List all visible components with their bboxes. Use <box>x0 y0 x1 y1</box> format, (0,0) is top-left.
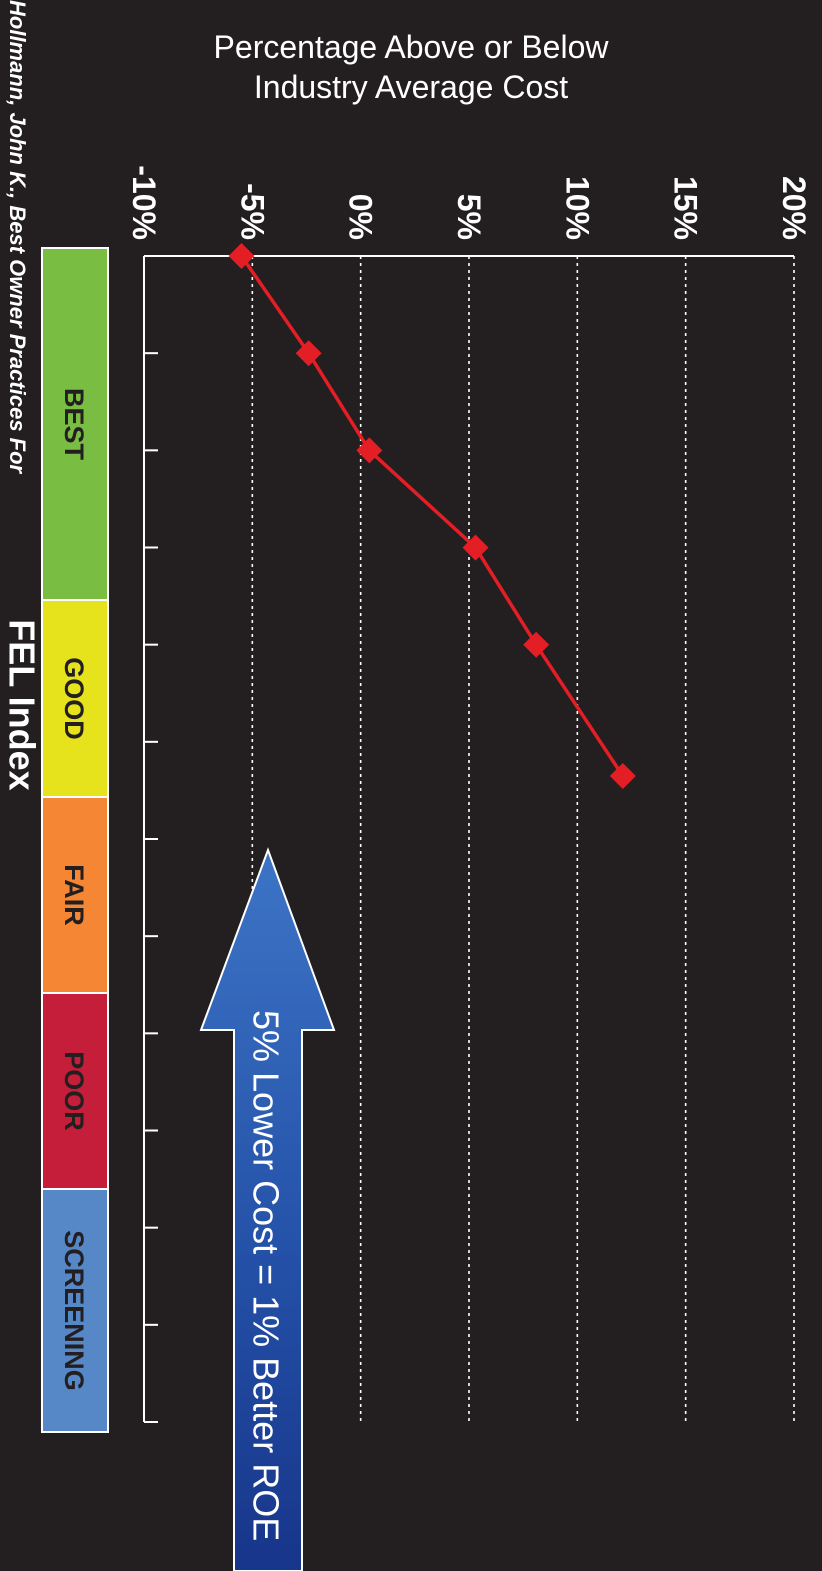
data-point <box>609 763 636 790</box>
y-tick-label: 10% <box>559 176 595 240</box>
data-point <box>523 631 550 658</box>
y-tick-label: 0% <box>343 194 379 240</box>
y-axis-title-line1: Percentage Above or Below <box>214 29 610 65</box>
data-point <box>295 340 322 367</box>
y-tick-label: 20% <box>776 176 812 240</box>
labels: -10% -5% 0% 5% 10% 15% 20% Percentage Above or … <box>2 0 813 791</box>
y-tick-label: -5% <box>234 183 270 240</box>
series-line <box>240 255 625 777</box>
fel-bands: BEST GOOD FAIR POOR SCREENING <box>41 247 109 1433</box>
band-label: SCREENING <box>59 1230 89 1391</box>
y-tick-label: 15% <box>668 176 704 240</box>
source-note: Hollmann, John K., Best Owner Practices … <box>5 0 30 475</box>
band-label: POOR <box>59 1051 89 1131</box>
band-label: GOOD <box>59 657 89 740</box>
band-label: FAIR <box>59 864 89 926</box>
data-point <box>462 534 489 561</box>
x-axis <box>143 255 794 1423</box>
band-label: BEST <box>59 388 89 461</box>
data-point <box>228 243 255 269</box>
lower-cost-arrow <box>199 847 336 1571</box>
y-axis-title-line2: Industry Average Cost <box>254 69 568 105</box>
series-layer <box>228 243 636 790</box>
grid-layer <box>251 256 795 1422</box>
x-axis-title: FEL Index <box>2 619 43 790</box>
arrow-annotation: 5% Lower Cost = 1% Better ROE <box>246 1010 287 1541</box>
y-tick-label: -10% <box>126 165 162 240</box>
data-point <box>356 437 383 464</box>
annotation-layer: 5% Lower Cost = 1% Better ROE <box>199 847 336 1571</box>
band-screening <box>41 1188 109 1433</box>
y-tick-label: 5% <box>451 194 487 240</box>
